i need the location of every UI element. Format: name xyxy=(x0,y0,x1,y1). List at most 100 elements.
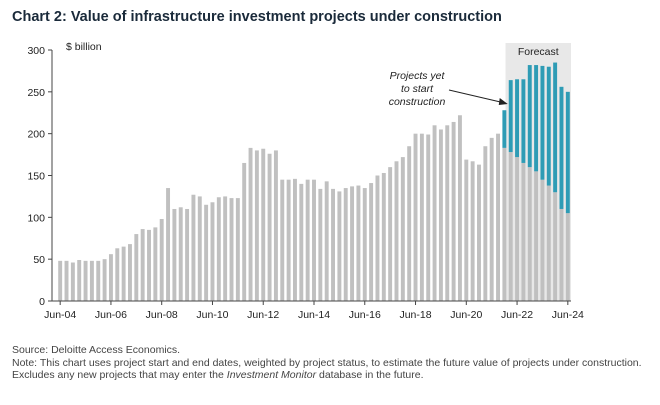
bar-under-construction xyxy=(102,259,107,301)
bar-under-construction xyxy=(432,125,437,301)
bar-under-construction xyxy=(134,234,139,301)
bar-under-construction xyxy=(210,202,215,301)
x-tick-label: Jun-06 xyxy=(95,309,127,321)
bar-under-construction xyxy=(261,148,266,301)
bar-under-construction xyxy=(527,167,532,301)
y-tick-label: 300 xyxy=(27,45,45,57)
bar-under-construction xyxy=(464,159,469,301)
bar-under-construction xyxy=(400,157,405,301)
source-notes: Source: Deloitte Access Economics. Note:… xyxy=(12,344,652,382)
bar-yet-to-start xyxy=(565,91,570,214)
x-tick-label: Jun-18 xyxy=(399,309,431,321)
bar-under-construction xyxy=(343,188,348,301)
bar-under-construction xyxy=(89,260,94,301)
bar-under-construction xyxy=(445,125,450,301)
bar-under-construction xyxy=(96,260,101,301)
bar-under-construction xyxy=(64,260,69,301)
bar-yet-to-start xyxy=(540,65,545,180)
x-tick-label: Jun-12 xyxy=(247,309,279,321)
x-tick-label: Jun-20 xyxy=(450,309,482,321)
bar-under-construction xyxy=(299,183,304,301)
y-tick-label: 200 xyxy=(27,129,45,141)
x-tick-label: Jun-04 xyxy=(44,309,76,321)
bar-under-construction xyxy=(267,153,272,301)
bar-under-construction xyxy=(331,188,335,301)
annotation-line: construction xyxy=(389,96,446,108)
annotation-line: Projects yet xyxy=(390,70,446,82)
bar-under-construction xyxy=(388,167,393,301)
bar-under-construction xyxy=(197,196,202,301)
bar-yet-to-start xyxy=(534,65,539,172)
bar-under-construction xyxy=(369,183,374,301)
bar-under-construction xyxy=(178,207,183,301)
x-tick-label: Jun-10 xyxy=(196,309,228,321)
bar-under-construction xyxy=(172,208,177,301)
bar-under-construction xyxy=(229,198,234,301)
bar-yet-to-start xyxy=(508,80,513,153)
bar-under-construction xyxy=(108,254,113,301)
bar-under-construction xyxy=(477,164,481,301)
bar-under-construction xyxy=(216,197,221,301)
chart-title: Chart 2: Value of infrastructure investm… xyxy=(12,9,502,25)
bar-under-construction xyxy=(381,172,386,301)
bar-yet-to-start xyxy=(521,79,526,163)
bar-under-construction xyxy=(534,171,539,301)
bar-under-construction xyxy=(540,179,545,301)
note-prefix: Note: This chart uses project start and … xyxy=(12,356,642,382)
bar-under-construction xyxy=(407,146,412,301)
bar-under-construction xyxy=(483,146,488,301)
bar-under-construction xyxy=(159,219,164,301)
bar-under-construction xyxy=(318,188,323,301)
bar-under-construction xyxy=(337,191,342,301)
bar-under-construction xyxy=(115,248,120,301)
bar-yet-to-start xyxy=(502,110,507,148)
bar-yet-to-start xyxy=(515,79,520,158)
bar-under-construction xyxy=(83,260,88,301)
bar-yet-to-start xyxy=(527,65,532,168)
y-tick-label: 150 xyxy=(27,171,45,183)
bar-under-construction xyxy=(140,229,145,301)
x-tick-label: Jun-14 xyxy=(298,309,330,321)
bar-under-construction xyxy=(70,262,75,301)
bar-under-construction xyxy=(204,204,209,301)
annotation-line: to start xyxy=(401,83,434,95)
bar-under-construction xyxy=(356,185,361,301)
bar-under-construction xyxy=(121,246,126,301)
bar-under-construction xyxy=(153,227,158,301)
bar-under-construction xyxy=(350,186,355,301)
x-tick-label: Jun-24 xyxy=(552,309,584,321)
forecast-label: Forecast xyxy=(518,46,559,58)
bar-under-construction xyxy=(394,161,399,301)
source-line: Source: Deloitte Access Economics. xyxy=(12,344,181,356)
bar-under-construction xyxy=(235,198,240,301)
x-tick-label: Jun-16 xyxy=(349,309,381,321)
series-yet-to-start xyxy=(502,62,570,214)
bar-under-construction xyxy=(305,179,310,301)
bar-under-construction xyxy=(489,137,494,301)
note-suffix: database in the future. xyxy=(316,369,424,381)
x-tick-label: Jun-22 xyxy=(501,309,533,321)
x-tick-label: Jun-08 xyxy=(146,309,178,321)
bar-under-construction xyxy=(324,181,329,301)
bar-under-construction xyxy=(438,129,443,301)
bar-under-construction xyxy=(312,179,316,301)
bar-under-construction xyxy=(147,229,151,301)
bar-under-construction xyxy=(559,208,564,301)
bar-under-construction xyxy=(248,147,253,301)
bar-under-construction xyxy=(375,175,380,301)
bar-chart: Forecast 0 50 100 150 200 250 300 Jun-04 Jun-06 J… xyxy=(27,41,584,321)
bar-under-construction xyxy=(254,150,259,301)
annotation-arrow xyxy=(448,89,505,104)
y-axis-unit: $ billion xyxy=(66,41,102,53)
annotation-arrowhead xyxy=(498,98,508,105)
bar-under-construction xyxy=(470,161,475,301)
bar-under-construction xyxy=(496,133,500,301)
bar-under-construction xyxy=(426,134,431,301)
bar-under-construction xyxy=(508,152,513,301)
bar-under-construction xyxy=(546,185,551,301)
bar-under-construction xyxy=(191,194,196,301)
bar-under-construction xyxy=(451,121,456,301)
bar-under-construction xyxy=(58,260,63,301)
bar-under-construction xyxy=(128,244,132,301)
bar-under-construction xyxy=(502,147,507,301)
